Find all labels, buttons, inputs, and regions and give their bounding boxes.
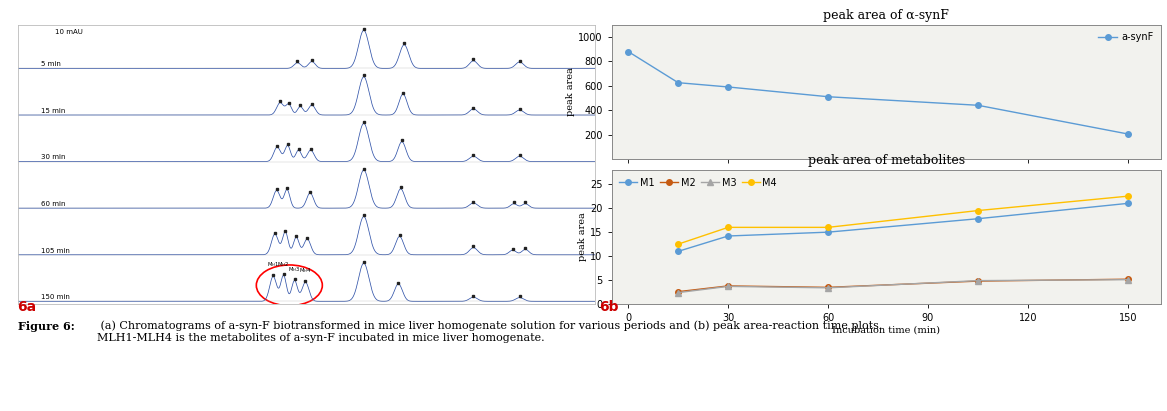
Y-axis label: peak area: peak area bbox=[566, 67, 575, 116]
Text: 15 min: 15 min bbox=[41, 108, 65, 114]
Title: peak area of metabolites: peak area of metabolites bbox=[808, 154, 965, 167]
Text: 150 min: 150 min bbox=[41, 294, 70, 300]
Text: 5 min: 5 min bbox=[41, 61, 61, 67]
a-synF bbox=[721, 85, 735, 90]
M2 bbox=[822, 285, 836, 290]
Text: 10 mAU: 10 mAU bbox=[55, 29, 83, 35]
Line: M3: M3 bbox=[676, 277, 1131, 296]
a-synF bbox=[971, 103, 985, 108]
Text: M$_{H}$1: M$_{H}$1 bbox=[267, 261, 279, 270]
Text: 60 min: 60 min bbox=[41, 201, 65, 207]
X-axis label: Incubation time (min): Incubation time (min) bbox=[832, 326, 941, 335]
Text: M$_{H}$3: M$_{H}$3 bbox=[288, 265, 301, 274]
Line: a-synF: a-synF bbox=[626, 49, 1131, 137]
M1 bbox=[721, 233, 735, 238]
M4 bbox=[971, 208, 985, 213]
M1 bbox=[971, 216, 985, 221]
Text: 105 min: 105 min bbox=[41, 248, 70, 254]
Text: M$_{H}$2: M$_{H}$2 bbox=[278, 260, 289, 269]
M3 bbox=[1120, 277, 1134, 282]
Text: 6b: 6b bbox=[599, 300, 619, 314]
Y-axis label: peak area: peak area bbox=[578, 212, 587, 261]
M3 bbox=[971, 278, 985, 283]
a-synF bbox=[621, 49, 635, 54]
Line: M2: M2 bbox=[676, 277, 1131, 294]
M2 bbox=[1120, 277, 1134, 282]
Text: 30 min: 30 min bbox=[41, 155, 65, 160]
M2 bbox=[971, 279, 985, 284]
M2 bbox=[671, 289, 685, 294]
Legend: a-synF: a-synF bbox=[1095, 30, 1156, 45]
Text: (a) Chromatograms of a-syn-F biotransformed in mice liver homogenate solution fo: (a) Chromatograms of a-syn-F biotransfor… bbox=[97, 321, 882, 343]
Line: M4: M4 bbox=[676, 194, 1131, 247]
M4 bbox=[671, 242, 685, 247]
Title: peak area of α-synF: peak area of α-synF bbox=[824, 9, 949, 22]
Line: M1: M1 bbox=[676, 201, 1131, 254]
Text: 6a: 6a bbox=[18, 300, 36, 314]
M4 bbox=[721, 225, 735, 230]
a-synF bbox=[822, 94, 836, 99]
Legend: M1, M2, M3, M4: M1, M2, M3, M4 bbox=[616, 175, 780, 190]
M1 bbox=[822, 230, 836, 235]
Text: M$_{H}$4: M$_{H}$4 bbox=[299, 266, 312, 275]
M2 bbox=[721, 284, 735, 289]
M1 bbox=[1120, 201, 1134, 206]
M4 bbox=[1120, 194, 1134, 199]
M1 bbox=[671, 249, 685, 254]
M3 bbox=[671, 290, 685, 295]
M3 bbox=[721, 284, 735, 289]
M3 bbox=[822, 285, 836, 290]
M4 bbox=[822, 225, 836, 230]
Text: Figure 6:: Figure 6: bbox=[18, 321, 75, 332]
a-synF bbox=[1120, 132, 1134, 136]
a-synF bbox=[671, 80, 685, 85]
